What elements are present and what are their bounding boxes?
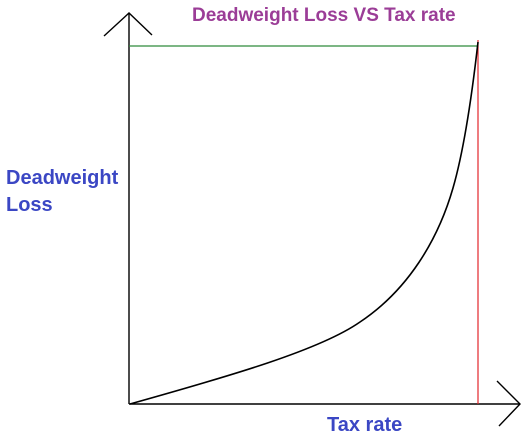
deadweight-loss-curve: [129, 41, 479, 405]
y-axis-label-line-1: Deadweight: [6, 167, 119, 189]
y-axis-label: Deadweight Loss: [6, 165, 118, 219]
x-axis-label: Tax rate: [327, 414, 403, 436]
diagram-title: Deadweight Loss VS Tax rate: [192, 5, 456, 26]
y-axis-label-line-2: Loss: [6, 194, 53, 216]
arrow-up-icon: [103, 12, 153, 37]
arrow-right-icon: [496, 380, 521, 427]
